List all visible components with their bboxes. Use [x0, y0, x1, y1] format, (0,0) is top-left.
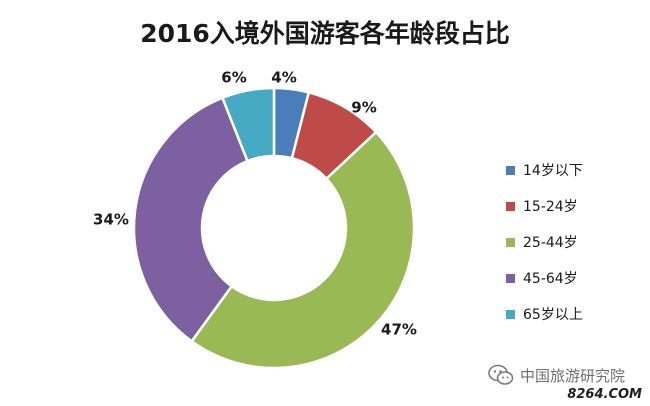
- legend-swatch-3: [506, 273, 515, 283]
- legend-item-3: 45-64岁: [506, 266, 636, 290]
- chart-title: 2016入境外国游客各年龄段占比: [140, 19, 510, 48]
- site-watermark: 8264.COM: [567, 387, 642, 402]
- legend-swatch-4: [506, 309, 515, 319]
- wechat-icon: [488, 364, 514, 385]
- slice-label-4: 6%: [221, 69, 246, 87]
- legend-label-2: 25-44岁: [523, 235, 578, 251]
- legend-label-1: 15-24岁: [523, 199, 578, 215]
- legend-swatch-1: [506, 201, 515, 211]
- slice-4: [220, 86, 276, 163]
- legend-item-0: 14岁以下: [506, 158, 636, 182]
- slice-2: [189, 130, 416, 370]
- legend-label-4: 65岁以上: [523, 307, 583, 323]
- legend-label-0: 14岁以下: [523, 163, 583, 179]
- legend-label-3: 45-64岁: [523, 271, 578, 287]
- slice-label-1: 9%: [351, 99, 376, 117]
- watermark-text: 中国旅游研究院: [520, 366, 626, 385]
- watermark: 中国旅游研究院: [488, 364, 625, 386]
- slice-3: [132, 96, 250, 344]
- legend-item-1: 15-24岁: [506, 194, 636, 218]
- legend-item-2: 25-44岁: [506, 230, 636, 254]
- legend: 14岁以下 15-24岁 25-44岁 45-64岁 65岁以上: [506, 158, 636, 338]
- slice-label-3: 34%: [93, 211, 129, 229]
- legend-swatch-2: [506, 237, 515, 247]
- legend-item-4: 65岁以上: [506, 302, 636, 326]
- legend-swatch-0: [506, 165, 515, 175]
- slice-label-0: 4%: [271, 69, 296, 87]
- slice-label-2: 47%: [381, 321, 417, 339]
